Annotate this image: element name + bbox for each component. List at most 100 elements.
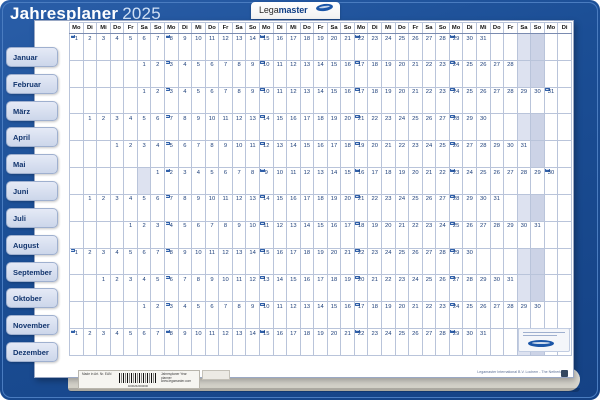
day-cell[interactable]: 12	[286, 86, 301, 115]
day-cell[interactable]: 4	[177, 86, 193, 115]
day-cell[interactable]: 20	[408, 167, 423, 195]
day-cell[interactable]: 25	[421, 274, 437, 303]
day-cell[interactable]: 22	[367, 193, 382, 222]
day-cell[interactable]: 22	[353, 328, 369, 356]
day-cell[interactable]: 16	[340, 86, 355, 115]
day-cell[interactable]: 5	[150, 274, 165, 303]
day-cell[interactable]: 30	[543, 167, 559, 195]
day-cell[interactable]: 18	[367, 59, 382, 88]
day-cell[interactable]: 15	[258, 247, 274, 276]
day-cell[interactable]: 25	[408, 193, 423, 222]
day-cell[interactable]: 25	[394, 33, 410, 61]
day-cell[interactable]: 10	[258, 59, 274, 88]
day-cell[interactable]: 22	[367, 113, 382, 142]
day-cell[interactable]: 2	[123, 140, 138, 169]
day-cell[interactable]: 10	[245, 220, 260, 249]
day-cell[interactable]: 20	[340, 113, 355, 142]
day-cell[interactable]: 24	[435, 220, 450, 249]
day-cell[interactable]: 4	[109, 247, 125, 276]
day-cell[interactable]: 15	[313, 220, 328, 249]
day-cell[interactable]: 7	[164, 193, 179, 222]
day-cell[interactable]: 23	[435, 86, 450, 115]
day-cell[interactable]: 22	[381, 274, 396, 303]
day-cell[interactable]: 28	[435, 33, 450, 61]
day-cell[interactable]: 4	[123, 193, 138, 222]
day-cell[interactable]: 19	[381, 301, 396, 330]
day-cell[interactable]: 1	[69, 247, 84, 276]
day-cell[interactable]: 28	[435, 247, 450, 276]
day-cell[interactable]: 2	[150, 301, 165, 330]
day-cell[interactable]: 20	[340, 193, 355, 222]
day-cell[interactable]: 18	[367, 86, 382, 115]
day-cell[interactable]: 21	[340, 247, 355, 276]
day-cell[interactable]: 29	[475, 274, 491, 303]
day-cell[interactable]: 27	[421, 328, 437, 356]
day-cell[interactable]: 26	[475, 59, 491, 88]
day-cell[interactable]: 13	[299, 59, 315, 88]
day-cell[interactable]: 10	[204, 113, 220, 142]
day-cell[interactable]: 6	[177, 140, 193, 169]
day-cell[interactable]: 7	[164, 113, 179, 142]
day-cell[interactable]: 28	[503, 301, 518, 330]
day-cell[interactable]: 26	[475, 86, 491, 115]
day-cell[interactable]: 6	[136, 33, 152, 61]
day-cell[interactable]: 2	[109, 274, 125, 303]
day-cell[interactable]: 19	[313, 247, 328, 276]
day-cell[interactable]: 22	[353, 247, 369, 276]
day-cell[interactable]: 4	[123, 113, 138, 142]
day-cell[interactable]: 5	[123, 33, 138, 61]
month-label-september[interactable]: September	[6, 261, 58, 282]
day-cell[interactable]: 7	[218, 301, 233, 330]
day-cell[interactable]: 18	[353, 220, 369, 249]
day-cell[interactable]: 29	[462, 113, 477, 142]
day-cell[interactable]: 15	[326, 86, 342, 115]
day-cell[interactable]: 14	[245, 328, 260, 356]
day-cell[interactable]: 6	[218, 167, 233, 195]
day-cell[interactable]: 21	[340, 328, 355, 356]
day-cell[interactable]: 29	[448, 33, 464, 61]
day-cell[interactable]: 6	[204, 301, 220, 330]
day-cell[interactable]: 11	[272, 59, 288, 88]
day-cell[interactable]: 26	[421, 113, 437, 142]
day-cell[interactable]: 13	[245, 193, 260, 222]
day-cell[interactable]: 29	[516, 301, 532, 330]
day-cell[interactable]: 25	[448, 220, 464, 249]
day-cell[interactable]: 24	[394, 193, 410, 222]
day-cell[interactable]: 19	[313, 328, 328, 356]
day-cell[interactable]: 28	[475, 140, 491, 169]
day-cell[interactable]: 18	[299, 33, 315, 61]
day-cell[interactable]: 5	[204, 167, 220, 195]
day-cell[interactable]: 2	[96, 193, 111, 222]
day-cell[interactable]: 22	[421, 59, 437, 88]
day-cell[interactable]: 2	[150, 86, 165, 115]
day-cell[interactable]: 10	[191, 33, 206, 61]
day-cell[interactable]: 12	[245, 274, 260, 303]
day-cell[interactable]: 3	[109, 193, 125, 222]
day-cell[interactable]: 15	[286, 274, 301, 303]
day-cell[interactable]: 25	[475, 167, 491, 195]
day-cell[interactable]: 11	[204, 33, 220, 61]
day-cell[interactable]: 12	[218, 247, 233, 276]
day-cell[interactable]: 23	[421, 220, 437, 249]
day-cell[interactable]: 1	[96, 274, 111, 303]
day-cell[interactable]: 2	[150, 59, 165, 88]
day-cell[interactable]: 20	[381, 220, 396, 249]
day-cell[interactable]: 4	[177, 301, 193, 330]
day-cell[interactable]: 2	[96, 113, 111, 142]
day-cell[interactable]: 22	[353, 33, 369, 61]
day-cell[interactable]: 3	[136, 140, 152, 169]
day-cell[interactable]: 17	[367, 167, 382, 195]
day-cell[interactable]: 14	[245, 33, 260, 61]
day-cell[interactable]: 8	[245, 167, 260, 195]
day-cell[interactable]: 14	[258, 193, 274, 222]
day-cell[interactable]: 3	[96, 328, 111, 356]
day-cell[interactable]: 24	[381, 33, 396, 61]
month-label-juli[interactable]: Juli	[6, 207, 58, 228]
day-cell[interactable]: 9	[191, 113, 206, 142]
day-cell[interactable]: 16	[286, 193, 301, 222]
day-cell[interactable]: 26	[408, 247, 423, 276]
day-cell[interactable]: 8	[164, 328, 179, 356]
day-cell[interactable]: 26	[489, 167, 505, 195]
day-cell[interactable]: 3	[164, 301, 179, 330]
day-cell[interactable]: 4	[109, 33, 125, 61]
